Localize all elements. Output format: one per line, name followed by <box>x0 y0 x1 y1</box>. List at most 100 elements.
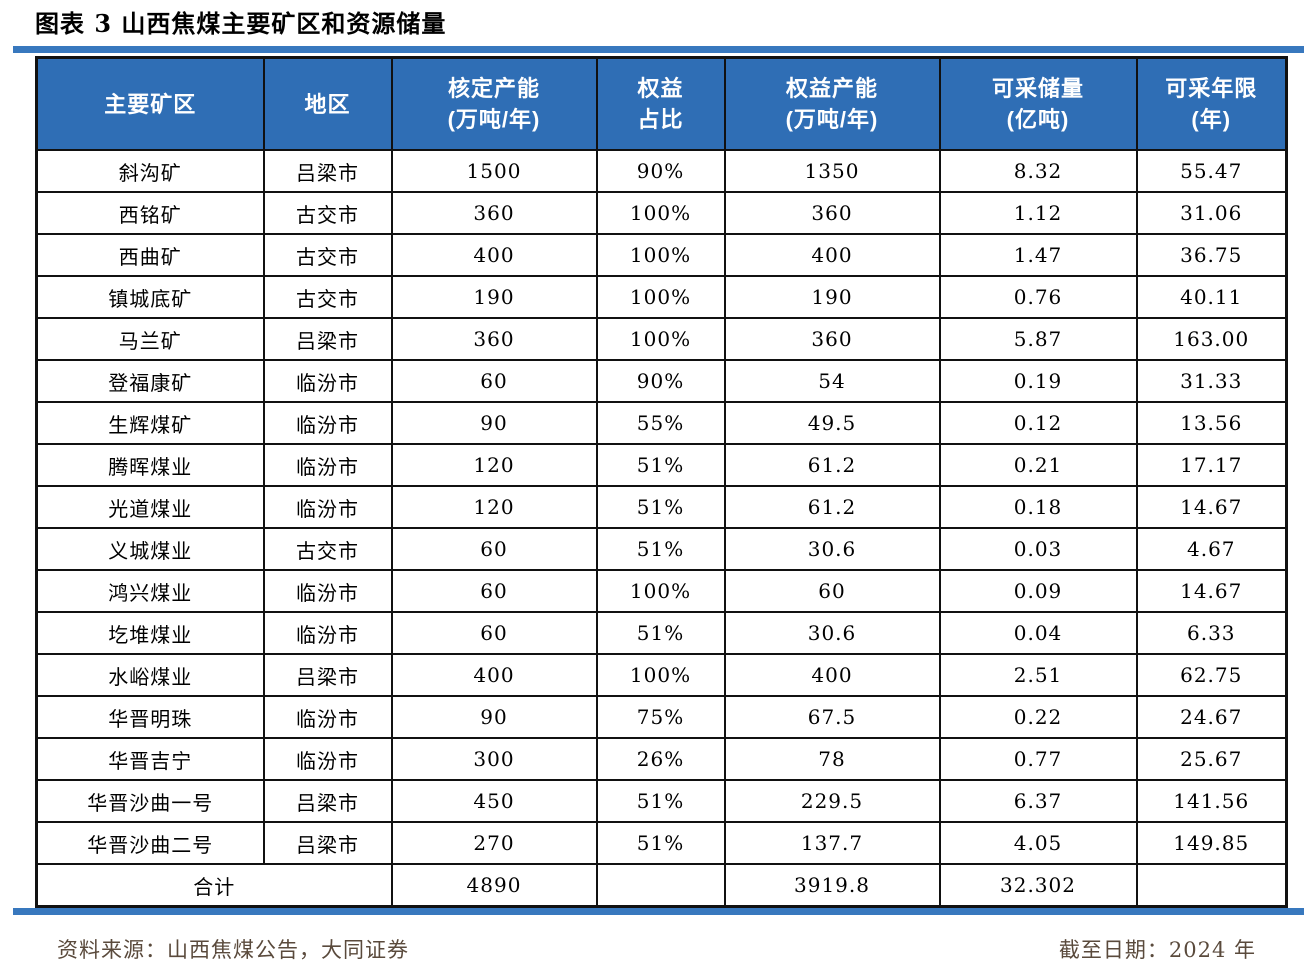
cell-region: 古交市 <box>262 191 393 235</box>
table-header: 主要矿区 地区 核定产能 (万吨/年) 权益 占比 权益产能 (万吨/年) 可采储量 (亿… <box>35 56 1288 151</box>
cell-name: 登福康矿 <box>35 359 265 403</box>
figure-title: 图表 3 山西焦煤主要矿区和资源储量 <box>35 9 447 38</box>
table-row: 西铭矿 古交市 360 100% 360 1.12 31.06 <box>35 191 1288 235</box>
bottom-accent-bar <box>13 908 1304 915</box>
cell-equity_capacity: 1350 <box>723 149 941 193</box>
cell-capacity: 90 <box>390 695 598 739</box>
cell-years: 14.67 <box>1135 569 1288 613</box>
cell-reserves: 0.19 <box>938 359 1138 403</box>
cell-reserves: 0.18 <box>938 485 1138 529</box>
cell-reserves: 0.21 <box>938 443 1138 487</box>
table-row: 水峪煤业 吕梁市 400 100% 400 2.51 62.75 <box>35 653 1288 697</box>
cell-years: 24.67 <box>1135 695 1288 739</box>
cell-equity_capacity: 229.5 <box>723 779 941 823</box>
cell-reserves: 5.87 <box>938 317 1138 361</box>
table-row: 圪堆煤业 临汾市 60 51% 30.6 0.04 6.33 <box>35 611 1288 655</box>
column-header-region: 地区 <box>262 56 393 151</box>
cell-reserves: 0.04 <box>938 611 1138 655</box>
cell-years: 31.06 <box>1135 191 1288 235</box>
cell-name: 义城煤业 <box>35 527 265 571</box>
cell-reserves: 0.12 <box>938 401 1138 445</box>
cell-region: 临汾市 <box>262 443 393 487</box>
cell-ratio: 100% <box>595 317 726 361</box>
cell-total-years <box>1135 863 1288 908</box>
cell-region: 临汾市 <box>262 569 393 613</box>
cell-years: 141.56 <box>1135 779 1288 823</box>
cell-years: 25.67 <box>1135 737 1288 781</box>
cell-capacity: 360 <box>390 191 598 235</box>
cell-reserves: 8.32 <box>938 149 1138 193</box>
cell-equity_capacity: 60 <box>723 569 941 613</box>
cell-years: 62.75 <box>1135 653 1288 697</box>
cell-name: 生辉煤矿 <box>35 401 265 445</box>
table-row: 马兰矿 吕梁市 360 100% 360 5.87 163.00 <box>35 317 1288 361</box>
cell-years: 40.11 <box>1135 275 1288 319</box>
cell-years: 31.33 <box>1135 359 1288 403</box>
table-row: 华晋明珠 临汾市 90 75% 67.5 0.22 24.67 <box>35 695 1288 739</box>
cell-years: 17.17 <box>1135 443 1288 487</box>
cell-ratio: 90% <box>595 149 726 193</box>
cell-equity_capacity: 61.2 <box>723 443 941 487</box>
cell-ratio: 100% <box>595 569 726 613</box>
cell-equity_capacity: 190 <box>723 275 941 319</box>
cell-capacity: 60 <box>390 569 598 613</box>
cell-ratio: 100% <box>595 191 726 235</box>
cell-capacity: 120 <box>390 443 598 487</box>
table-row: 登福康矿 临汾市 60 90% 54 0.19 31.33 <box>35 359 1288 403</box>
figure-footer: 资料来源：山西焦煤公告，大同证券 截至日期：2024 年 <box>57 934 1256 964</box>
cell-equity_capacity: 49.5 <box>723 401 941 445</box>
cell-capacity: 60 <box>390 611 598 655</box>
table-row: 鸿兴煤业 临汾市 60 100% 60 0.09 14.67 <box>35 569 1288 613</box>
cell-region: 吕梁市 <box>262 653 393 697</box>
cell-capacity: 190 <box>390 275 598 319</box>
cell-equity_capacity: 30.6 <box>723 527 941 571</box>
cell-capacity: 270 <box>390 821 598 865</box>
source-note: 资料来源：山西焦煤公告，大同证券 <box>57 938 409 962</box>
cell-total-capacity: 4890 <box>390 863 598 908</box>
cell-name: 腾晖煤业 <box>35 443 265 487</box>
cell-reserves: 0.09 <box>938 569 1138 613</box>
cell-name: 西曲矿 <box>35 233 265 277</box>
table-row: 生辉煤矿 临汾市 90 55% 49.5 0.12 13.56 <box>35 401 1288 445</box>
cell-ratio: 90% <box>595 359 726 403</box>
cell-years: 6.33 <box>1135 611 1288 655</box>
cell-ratio: 100% <box>595 233 726 277</box>
top-accent-bar <box>13 46 1304 53</box>
column-header-reserves: 可采储量 (亿吨) <box>938 56 1138 151</box>
cell-years: 36.75 <box>1135 233 1288 277</box>
cell-equity_capacity: 137.7 <box>723 821 941 865</box>
cell-name: 斜沟矿 <box>35 149 265 193</box>
cell-region: 吕梁市 <box>262 149 393 193</box>
cell-capacity: 450 <box>390 779 598 823</box>
total-row: 合计 4890 3919.8 32.302 <box>35 863 1288 908</box>
column-header-equity_capacity: 权益产能 (万吨/年) <box>723 56 941 151</box>
cell-name: 水峪煤业 <box>35 653 265 697</box>
cell-name: 马兰矿 <box>35 317 265 361</box>
cell-region: 临汾市 <box>262 401 393 445</box>
cell-name: 镇城底矿 <box>35 275 265 319</box>
cell-total-reserves: 32.302 <box>938 863 1138 908</box>
cell-total-ratio <box>595 863 726 908</box>
table-row: 华晋吉宁 临汾市 300 26% 78 0.77 25.67 <box>35 737 1288 781</box>
cell-name: 华晋吉宁 <box>35 737 265 781</box>
table-body: 斜沟矿 吕梁市 1500 90% 1350 8.32 55.47 西铭矿 古交市 360 100% 3… <box>35 149 1288 908</box>
column-header-capacity: 核定产能 (万吨/年) <box>390 56 598 151</box>
cell-region: 古交市 <box>262 275 393 319</box>
cell-region: 临汾市 <box>262 359 393 403</box>
cell-reserves: 0.77 <box>938 737 1138 781</box>
cell-ratio: 51% <box>595 821 726 865</box>
cell-years: 13.56 <box>1135 401 1288 445</box>
cell-years: 4.67 <box>1135 527 1288 571</box>
cell-region: 临汾市 <box>262 737 393 781</box>
cell-name: 鸿兴煤业 <box>35 569 265 613</box>
cell-ratio: 51% <box>595 611 726 655</box>
cell-ratio: 51% <box>595 485 726 529</box>
cell-name: 光道煤业 <box>35 485 265 529</box>
cell-reserves: 0.22 <box>938 695 1138 739</box>
cell-total-equity_capacity: 3919.8 <box>723 863 941 908</box>
cell-ratio: 51% <box>595 527 726 571</box>
cell-equity_capacity: 78 <box>723 737 941 781</box>
cell-region: 临汾市 <box>262 695 393 739</box>
cell-reserves: 2.51 <box>938 653 1138 697</box>
table-row: 义城煤业 古交市 60 51% 30.6 0.03 4.67 <box>35 527 1288 571</box>
